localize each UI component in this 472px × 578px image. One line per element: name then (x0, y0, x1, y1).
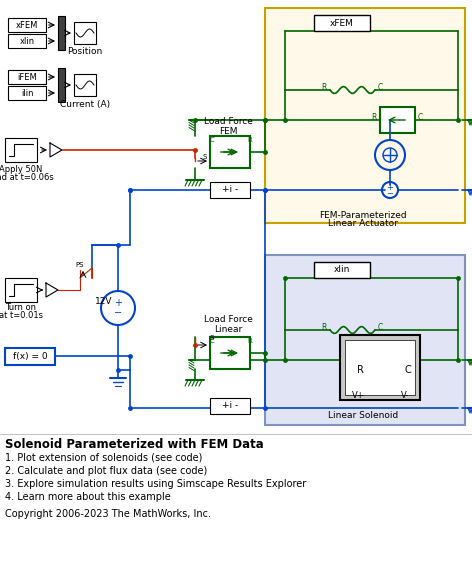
Text: C: C (378, 83, 383, 91)
Text: R: R (321, 323, 327, 332)
Bar (380, 107, 415, 133)
Text: Linear Actuator: Linear Actuator (328, 220, 398, 228)
Text: C: C (210, 137, 214, 143)
Text: +i -: +i - (222, 186, 238, 195)
Bar (74, 74, 96, 96)
Text: load at t=0.06s: load at t=0.06s (0, 172, 53, 181)
Text: 4. Learn more about this example: 4. Learn more about this example (5, 492, 171, 502)
Text: xFEM: xFEM (330, 18, 354, 28)
Text: C: C (417, 113, 422, 121)
Bar (5, 348, 55, 365)
Bar (5, 278, 37, 302)
Bar (210, 398, 250, 414)
Bar (314, 15, 370, 31)
Text: R: R (248, 137, 253, 143)
Text: xlin: xlin (19, 36, 34, 46)
Bar (340, 335, 420, 400)
Text: R: R (371, 113, 377, 121)
Bar (265, 255, 465, 425)
Bar (58, 68, 65, 102)
Text: Current (A): Current (A) (60, 99, 110, 109)
Text: Apply 50N: Apply 50N (0, 165, 42, 173)
Bar (58, 16, 65, 50)
Text: V+: V+ (352, 391, 364, 399)
Text: f(x) = 0: f(x) = 0 (13, 351, 47, 361)
Bar (345, 340, 415, 395)
Text: Copyright 2006-2023 The MathWorks, Inc.: Copyright 2006-2023 The MathWorks, Inc. (5, 509, 211, 519)
Text: V-: V- (401, 391, 409, 399)
Text: +: + (114, 298, 122, 308)
Text: at t=0.01s: at t=0.01s (0, 312, 43, 320)
Text: Turn on: Turn on (6, 303, 36, 313)
Text: R: R (356, 365, 363, 375)
Text: Position: Position (67, 47, 102, 57)
Text: 2. Calculate and plot flux data (see code): 2. Calculate and plot flux data (see cod… (5, 466, 207, 476)
Bar (265, 8, 465, 223)
Text: Linear Solenoid: Linear Solenoid (328, 412, 398, 421)
Bar (8, 86, 46, 100)
Text: FEM-Parameterized: FEM-Parameterized (319, 210, 407, 220)
Text: +i -: +i - (222, 402, 238, 410)
Text: Load Force: Load Force (203, 117, 253, 127)
Polygon shape (46, 283, 58, 297)
Text: Linear: Linear (214, 324, 242, 334)
Text: R: R (248, 338, 253, 344)
Bar (8, 34, 46, 48)
Text: C: C (210, 338, 214, 344)
Text: iFEM: iFEM (17, 72, 37, 81)
Text: S: S (210, 335, 214, 341)
Bar (74, 22, 96, 44)
Text: 3. Explore simulation results using Simscape Results Explorer: 3. Explore simulation results using Sims… (5, 479, 306, 489)
Text: S: S (203, 154, 207, 160)
Text: R: R (321, 83, 327, 91)
Text: PS: PS (76, 262, 84, 268)
Bar (5, 138, 37, 162)
Bar (210, 136, 250, 168)
Text: C: C (405, 365, 412, 375)
Text: −: − (114, 308, 122, 318)
Text: 1. Plot extension of solenoids (see code): 1. Plot extension of solenoids (see code… (5, 453, 202, 463)
Text: FEM: FEM (219, 127, 237, 135)
Text: ilin: ilin (21, 88, 33, 98)
Polygon shape (50, 143, 62, 157)
Text: 12V: 12V (95, 298, 113, 306)
Text: +: + (387, 183, 394, 191)
Bar (210, 337, 250, 369)
Text: Solenoid Parameterized with FEM Data: Solenoid Parameterized with FEM Data (5, 438, 264, 451)
Text: xFEM: xFEM (16, 20, 38, 29)
Bar (8, 70, 46, 84)
Bar (8, 18, 46, 32)
Text: −: − (387, 190, 394, 198)
Text: xlin: xlin (334, 265, 350, 275)
Text: C: C (378, 323, 383, 332)
Bar (314, 262, 370, 278)
Text: Load Force: Load Force (203, 316, 253, 324)
Bar (210, 182, 250, 198)
